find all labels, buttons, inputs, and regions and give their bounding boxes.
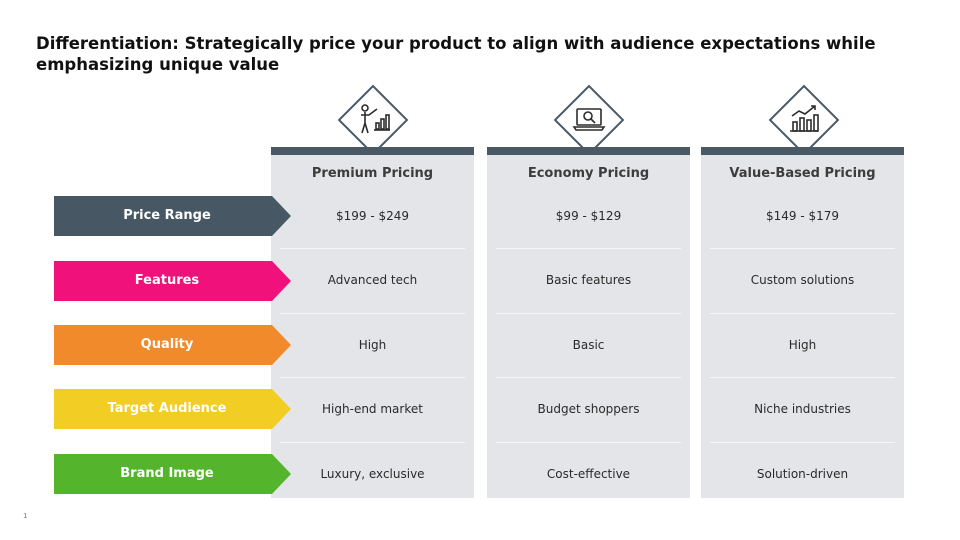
cell-brand-image: Solution-driven xyxy=(756,467,849,481)
column-header-bar xyxy=(701,147,904,155)
row-label-features: Features xyxy=(54,261,291,301)
cell-quality: Basic xyxy=(572,338,605,352)
cell-quality: High xyxy=(788,338,817,352)
row-label-text: Features xyxy=(134,273,200,288)
divider xyxy=(710,313,895,314)
column-premium-pricing: Premium Pricing $199 - $249 Advanced tec… xyxy=(271,147,474,498)
row-label-text: Target Audience xyxy=(107,401,227,416)
cell-quality: High xyxy=(358,338,387,352)
laptop-search-icon xyxy=(572,108,606,131)
column-header-bar xyxy=(271,147,474,155)
row-label-brand-image: Brand Image xyxy=(54,454,291,494)
cell-features: Basic features xyxy=(545,273,632,287)
cell-target-audience: High-end market xyxy=(322,402,423,416)
divider xyxy=(710,248,895,249)
divider xyxy=(496,248,681,249)
divider xyxy=(280,313,465,314)
column-header-bar xyxy=(487,147,690,155)
divider xyxy=(280,248,465,249)
divider xyxy=(710,377,895,378)
cell-target-audience: Budget shoppers xyxy=(537,402,640,416)
cell-brand-image: Luxury, exclusive xyxy=(320,467,425,481)
cell-price-range: $199 - $249 xyxy=(335,209,410,223)
cell-price-range: $149 - $179 xyxy=(765,209,840,223)
row-label-text: Quality xyxy=(140,337,194,352)
slide-title: Differentiation: Strategically price you… xyxy=(36,34,876,74)
column-title: Value-Based Pricing xyxy=(729,166,876,181)
presenter-chart-icon xyxy=(361,104,390,134)
divider xyxy=(496,442,681,443)
cell-brand-image: Cost-effective xyxy=(546,467,631,481)
cell-features: Advanced tech xyxy=(327,273,418,287)
cell-features: Custom solutions xyxy=(750,273,855,287)
column-value-based-pricing: Value-Based Pricing $149 - $179 Custom s… xyxy=(701,147,904,498)
row-label-price-range: Price Range xyxy=(54,196,291,236)
bar-chart-growth-icon xyxy=(790,105,819,132)
row-label-quality: Quality xyxy=(54,325,291,365)
divider xyxy=(710,442,895,443)
divider xyxy=(280,442,465,443)
divider xyxy=(280,377,465,378)
row-label-text: Brand Image xyxy=(120,466,214,481)
column-title: Economy Pricing xyxy=(527,166,650,181)
page-number: 1 xyxy=(23,512,28,520)
column-title: Premium Pricing xyxy=(311,166,434,181)
row-label-text: Price Range xyxy=(123,208,211,223)
cell-price-range: $99 - $129 xyxy=(555,209,622,223)
column-economy-pricing: Economy Pricing $99 - $129 Basic feature… xyxy=(487,147,690,498)
row-label-target-audience: Target Audience xyxy=(54,389,291,429)
cell-target-audience: Niche industries xyxy=(754,402,851,416)
divider xyxy=(496,377,681,378)
divider xyxy=(496,313,681,314)
